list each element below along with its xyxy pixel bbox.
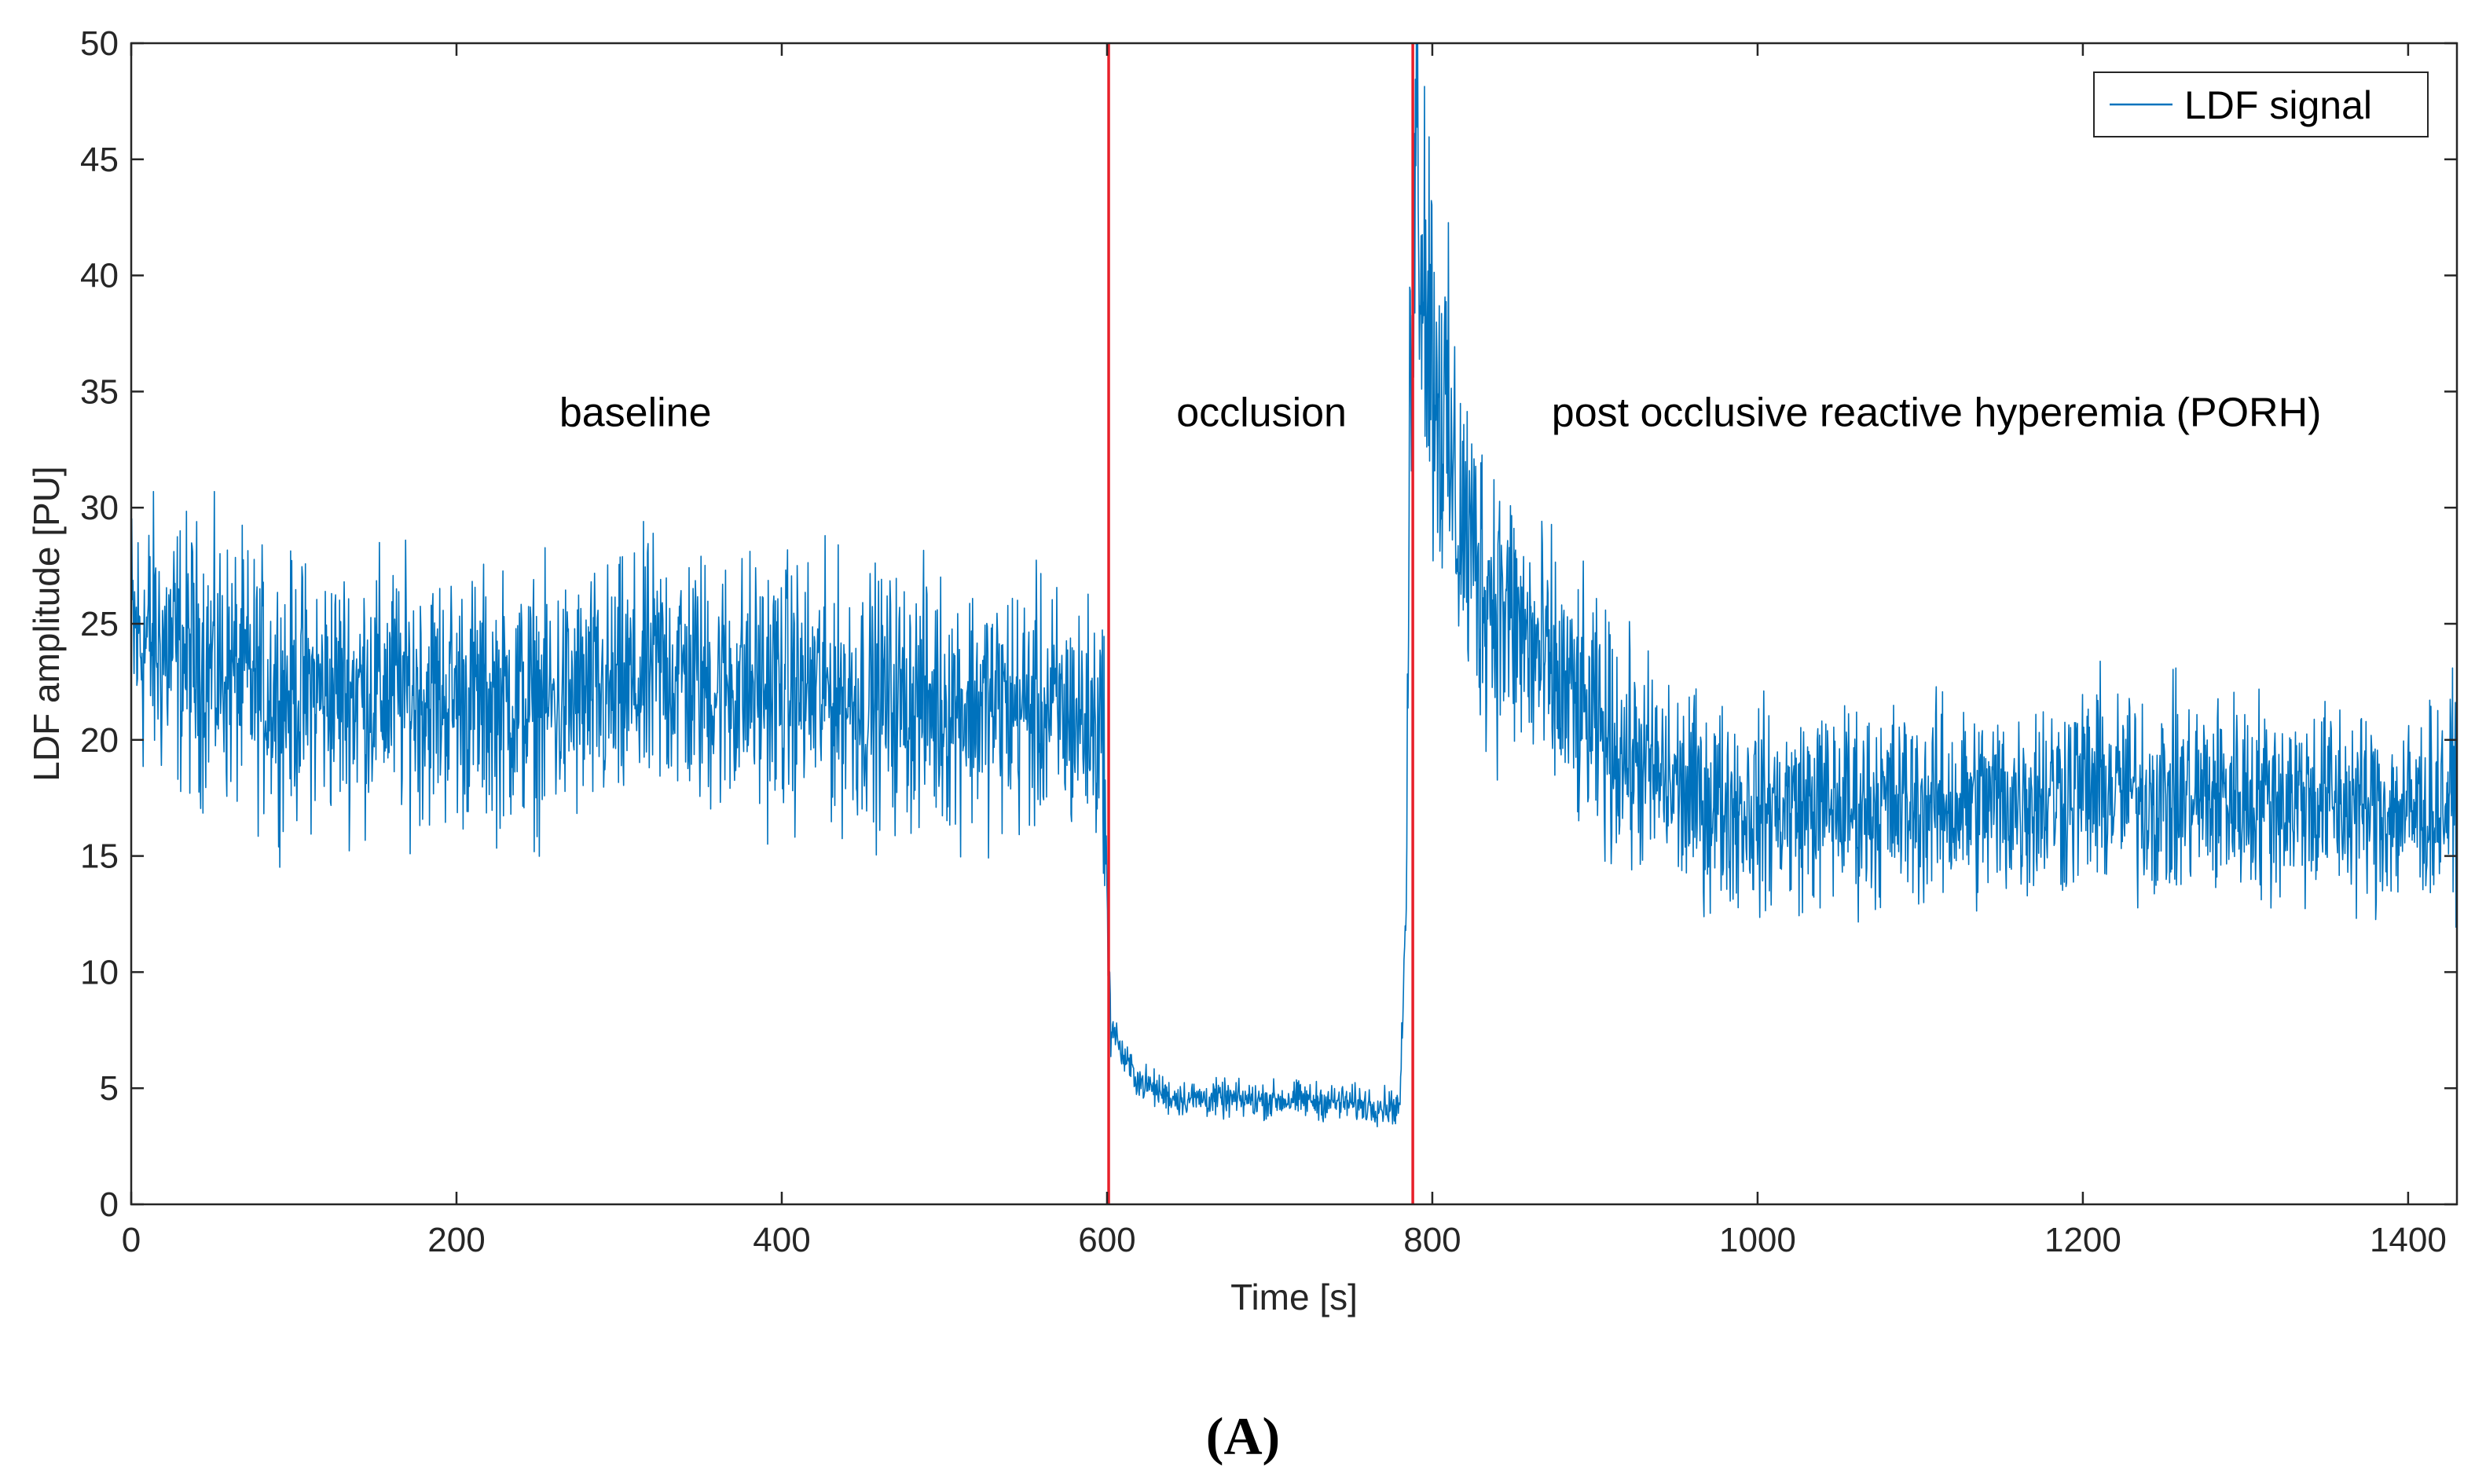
y-tick-label: 45: [80, 141, 119, 179]
y-axis-title: LDF amplitude [PU]: [26, 466, 67, 781]
axis-ticks: 0 200 400 600 800 1000 1200 1400 0 5 10 15 20 25 30 35 4…: [80, 24, 2457, 1259]
y-tick-label: 40: [80, 257, 119, 295]
x-tick-label: 400: [753, 1221, 810, 1259]
y-tick-label: 10: [80, 953, 119, 991]
x-tick-label: 200: [427, 1221, 485, 1259]
region-label-0: baseline: [559, 390, 712, 436]
x-tick-label: 0: [122, 1221, 141, 1259]
region-label-1: occlusion: [1176, 390, 1347, 436]
vertical-marker-lines: [1107, 43, 1414, 1204]
y-tick-label: 30: [80, 489, 119, 527]
legend: LDF signal: [2093, 71, 2429, 137]
y-tick-label: 5: [100, 1069, 119, 1108]
x-tick-label: 1400: [2370, 1221, 2447, 1259]
region-label-2: post occlusive reactive hyperemia (PORH): [1552, 390, 2322, 436]
y-tick-label: 35: [80, 372, 119, 411]
y-tick-label: 25: [80, 605, 119, 643]
x-tick-label: 1200: [2044, 1221, 2121, 1259]
series-layer: [131, 43, 2457, 1127]
region-annotations: baseline occlusion post occlusive reactive…: [559, 390, 2322, 436]
y-tick-label: 0: [100, 1185, 119, 1224]
y-tick-label: 15: [80, 837, 119, 876]
y-tick-label: 20: [80, 721, 119, 760]
y-tick-label: 50: [80, 24, 119, 63]
x-tick-label: 800: [1403, 1221, 1461, 1259]
panel-label: (A): [1206, 1406, 1280, 1466]
x-tick-label: 1000: [1719, 1221, 1796, 1259]
x-axis-title: Time [s]: [1230, 1277, 1358, 1317]
legend-entry-ldf-signal: LDF signal: [2184, 83, 2372, 127]
x-tick-label: 600: [1078, 1221, 1135, 1259]
ldf-signal-trace: [131, 43, 2457, 1127]
